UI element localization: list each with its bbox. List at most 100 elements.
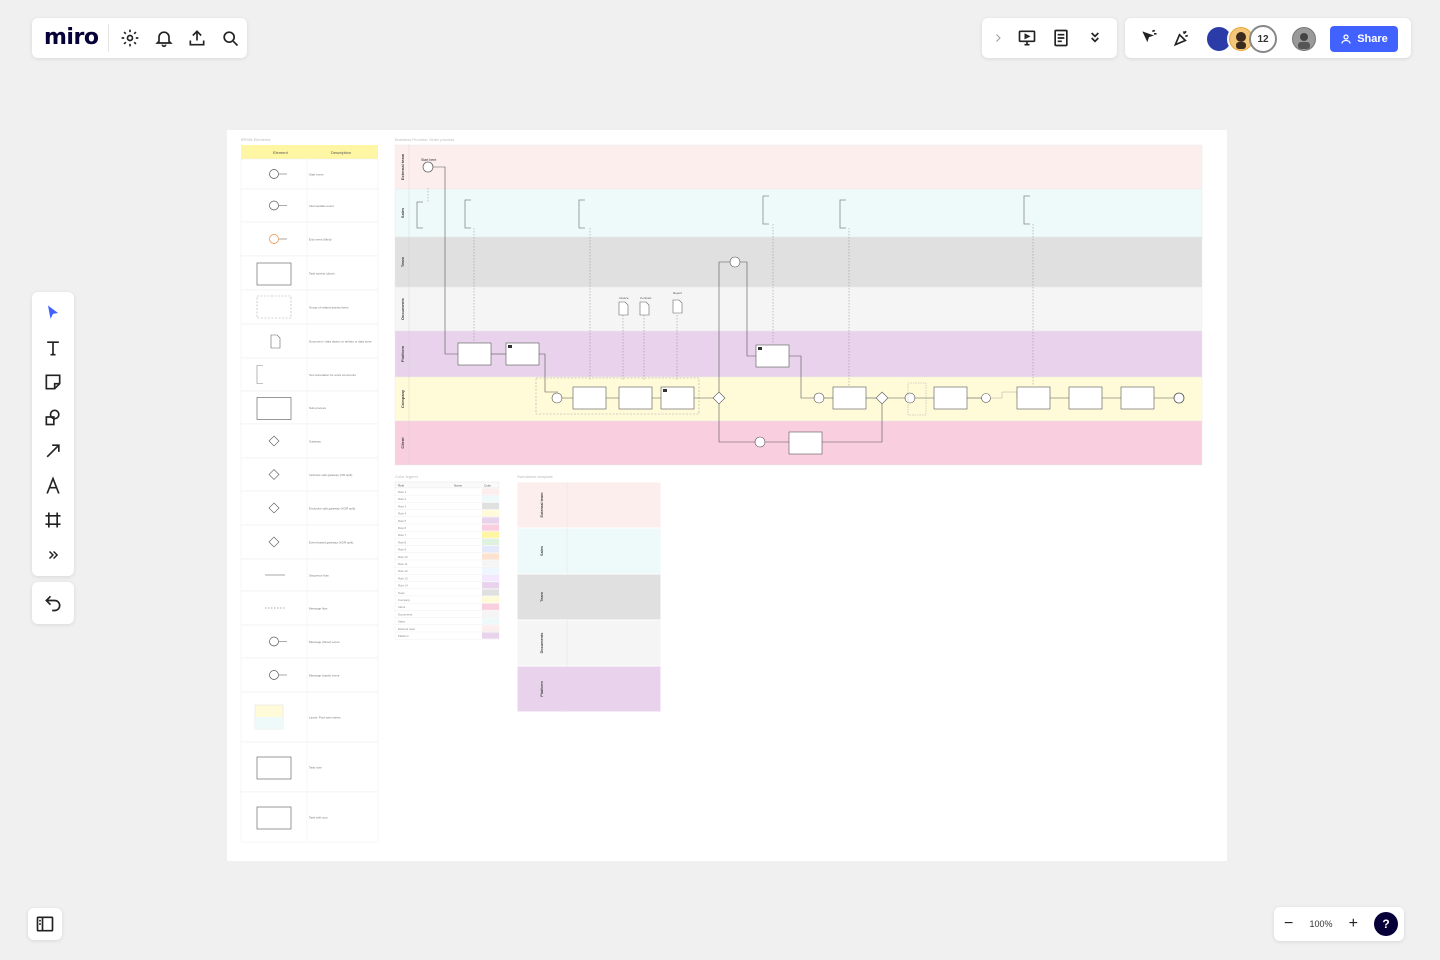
- color-table-role: Role 4: [398, 512, 407, 516]
- collaboration-toolbar: 12 Share: [1125, 18, 1411, 58]
- sequence-flow: [718, 404, 755, 443]
- doc-label: Contract: [640, 296, 652, 300]
- more-tools-button[interactable]: [36, 538, 70, 572]
- text-tool[interactable]: [36, 331, 70, 365]
- lanes-template-title: Swimlanes template: [517, 474, 554, 479]
- legend-row[interactable]: [240, 221, 379, 257]
- task-box[interactable]: [1120, 386, 1155, 410]
- legend-row[interactable]: [240, 558, 379, 592]
- legend-row[interactable]: [240, 423, 379, 459]
- present-button[interactable]: [1010, 21, 1044, 55]
- avatar[interactable]: [1227, 25, 1255, 53]
- message-event[interactable]: [904, 392, 916, 404]
- current-user-avatar[interactable]: [1290, 25, 1318, 53]
- legend-row[interactable]: [240, 289, 379, 325]
- message-event[interactable]: [729, 256, 741, 268]
- start-event[interactable]: [422, 161, 434, 173]
- task-box[interactable]: [933, 386, 968, 410]
- template-lane[interactable]: [516, 619, 662, 667]
- shapes-icon: [45, 409, 60, 426]
- shapes-tool[interactable]: [36, 400, 70, 434]
- template-lane[interactable]: [516, 527, 662, 575]
- pen-tool[interactable]: [36, 469, 70, 503]
- color-swatch: [482, 560, 499, 567]
- legend-row[interactable]: [240, 624, 379, 659]
- select-tool[interactable]: [36, 296, 70, 330]
- reactions-button[interactable]: [1165, 21, 1199, 55]
- sidebar-toggle[interactable]: [28, 908, 62, 940]
- legend-description: Group of related activity items: [309, 306, 349, 310]
- swimlane[interactable]: [394, 286, 1203, 332]
- legend-description: Sub-process: [309, 406, 326, 410]
- cursor-button[interactable]: [1132, 21, 1166, 55]
- task-box[interactable]: [1068, 386, 1103, 410]
- settings-button[interactable]: [113, 21, 146, 55]
- color-swatch: [482, 531, 499, 538]
- frame-tool[interactable]: [36, 503, 70, 537]
- legend-row[interactable]: [240, 657, 379, 693]
- zoom-controls: − 100% + ?: [1274, 907, 1404, 941]
- template-lane[interactable]: [516, 665, 662, 713]
- swimlane[interactable]: [394, 376, 1203, 422]
- template-lane-label: Documents: [540, 633, 544, 654]
- legend-row[interactable]: [240, 457, 379, 492]
- avatar-photo-icon: [1230, 28, 1252, 50]
- intermediate-event[interactable]: [551, 392, 563, 404]
- legend-title: BPMN Elements: [241, 137, 270, 142]
- legend-symbol: [268, 536, 280, 548]
- task-box[interactable]: [572, 386, 607, 410]
- swimlane[interactable]: [394, 188, 1203, 238]
- zoom-level[interactable]: 100%: [1309, 919, 1333, 929]
- zoom-in-button[interactable]: +: [1348, 915, 1358, 932]
- legend-row[interactable]: [240, 158, 379, 190]
- notes-icon: [1054, 29, 1068, 47]
- legend-description: Task note: [309, 766, 322, 770]
- task-box[interactable]: [1016, 386, 1051, 410]
- template-lane-label: Sales: [540, 546, 544, 556]
- help-button[interactable]: ?: [1374, 912, 1398, 936]
- task-icon: [508, 345, 512, 348]
- collaborator-count-badge[interactable]: 12: [1249, 25, 1277, 53]
- swimlane[interactable]: [394, 144, 1203, 190]
- legend-row[interactable]: [240, 357, 379, 392]
- sticky-note-tool[interactable]: [36, 365, 70, 399]
- notifications-button[interactable]: [147, 21, 180, 55]
- end-event[interactable]: [1173, 392, 1185, 404]
- color-swatch: [482, 596, 499, 603]
- color-table-role: Role 12: [398, 569, 408, 573]
- swimlanes: External team Sales Team Documents Platform C…: [394, 144, 1203, 466]
- arrow-tool[interactable]: [36, 434, 70, 468]
- zoom-out-button[interactable]: −: [1284, 915, 1294, 932]
- legend-row[interactable]: [240, 590, 379, 626]
- expand-button[interactable]: [986, 21, 1010, 55]
- color-table-role: Role 6: [398, 526, 407, 530]
- swimlane[interactable]: [394, 236, 1203, 288]
- legend-row[interactable]: [240, 323, 379, 359]
- timer-event[interactable]: [754, 436, 766, 448]
- gateway[interactable]: [875, 391, 889, 405]
- color-swatch: [482, 553, 499, 560]
- miro-logo[interactable]: miro: [32, 24, 110, 52]
- search-button[interactable]: [214, 21, 247, 55]
- share-button[interactable]: Share: [1330, 26, 1398, 52]
- cursor-icon: [1142, 29, 1157, 43]
- template-lane[interactable]: [516, 481, 662, 529]
- end-event[interactable]: [981, 393, 991, 403]
- more-options-button[interactable]: [1078, 21, 1112, 55]
- task-box[interactable]: [832, 386, 867, 410]
- intermediate-event[interactable]: [813, 392, 825, 404]
- export-button[interactable]: [180, 21, 213, 55]
- notes-button[interactable]: [1044, 21, 1078, 55]
- task-box[interactable]: [457, 342, 492, 366]
- legend-row[interactable]: [240, 524, 379, 560]
- legend-description: Task with icon: [309, 816, 328, 820]
- association-lines: [427, 188, 1034, 386]
- task-box[interactable]: [618, 386, 653, 410]
- board-frame[interactable]: BPMN Elements Element Description Start …: [227, 130, 1227, 861]
- undo-button[interactable]: [36, 586, 70, 620]
- task-box[interactable]: [788, 431, 823, 455]
- lane-label: Company: [400, 389, 405, 408]
- legend-row[interactable]: [240, 188, 379, 223]
- color-table-role: Role 1: [398, 490, 407, 494]
- template-lane[interactable]: [516, 573, 662, 621]
